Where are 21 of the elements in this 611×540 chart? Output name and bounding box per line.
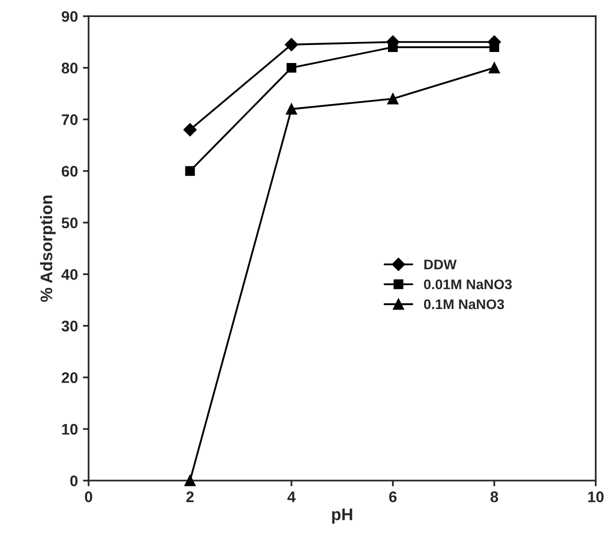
y-tick-label: 50 xyxy=(62,217,78,228)
x-tick-label: 4 xyxy=(287,492,296,502)
legend-label: DDW xyxy=(424,260,457,270)
y-tick-label: 90 xyxy=(62,11,78,22)
legend-label: 0.01M NaNO3 xyxy=(424,279,512,290)
y-tick-label: 0 xyxy=(70,475,78,486)
y-tick-label: 80 xyxy=(62,62,78,74)
y-axis-title: % Adsorption xyxy=(40,196,56,302)
y-tick-label: 30 xyxy=(62,320,78,332)
x-tick-label: 2 xyxy=(186,491,194,502)
y-tick-label: 40 xyxy=(61,269,78,280)
y-tick-label: 20 xyxy=(62,372,78,384)
x-tick-label: 10 xyxy=(588,491,604,502)
y-tick-label: 10 xyxy=(62,424,78,435)
x-tick-label: 8 xyxy=(490,491,498,502)
y-tick-label: 70 xyxy=(62,114,78,126)
x-tick-label: 0 xyxy=(84,491,92,502)
x-axis-title: pH xyxy=(332,508,352,524)
legend-label: 0.1M NaNO3 xyxy=(424,299,504,310)
y-tick-label: 60 xyxy=(62,166,78,177)
x-tick-label: 6 xyxy=(389,491,397,502)
